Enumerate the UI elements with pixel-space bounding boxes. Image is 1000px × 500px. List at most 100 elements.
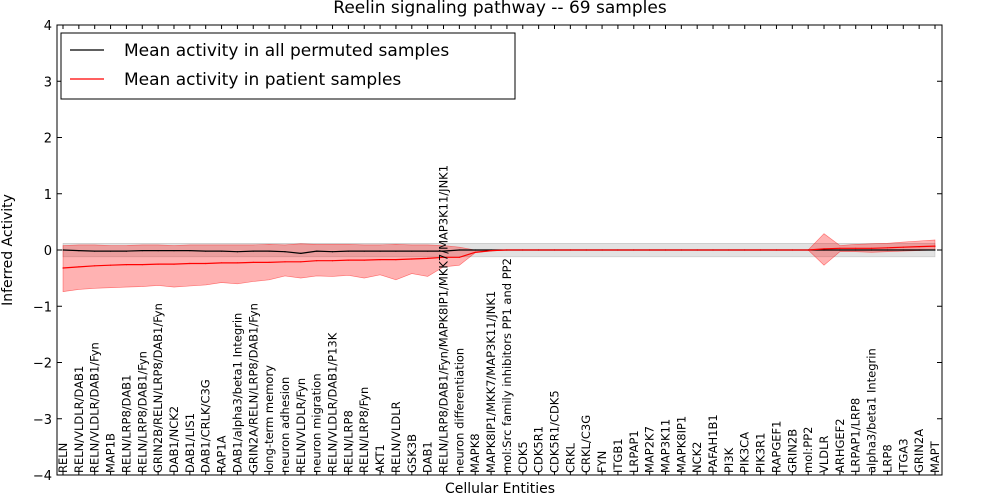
x-tick-label: LRP8 [880, 444, 894, 473]
series-0-point [379, 250, 381, 252]
x-tick-label: MAPT [928, 440, 942, 473]
series-1-point [728, 249, 730, 251]
x-tick-label: CRKL [563, 442, 577, 473]
x-tick-label: RELN/LRP8/DAB1/Fyn [135, 351, 149, 473]
series-1-point [125, 264, 127, 266]
series-1-point [791, 249, 793, 251]
x-tick-label: LRPAP1 [627, 430, 641, 473]
series-1-point [157, 263, 159, 265]
series-1-point [871, 247, 873, 249]
x-tick-label: PAFAH1B1 [706, 414, 720, 473]
x-tick-label: PI3K [722, 447, 736, 473]
series-1-point [268, 261, 270, 263]
series-1-point [886, 247, 889, 249]
series-0-point [442, 250, 445, 252]
series-0-point [363, 250, 365, 252]
series-1-point [205, 262, 207, 265]
x-tick-label: MAP3K11 [659, 419, 673, 473]
x-tick-label: RELN/VLDLR/DAB1/P13K [326, 332, 340, 473]
x-tick-label: CDK5R1/CDK5 [548, 390, 562, 473]
x-axis: RELN RELN/VLDLR/DAB1 RELN/VLDLR/DAB1/Fyn MA… [56, 25, 942, 475]
series-0-point [78, 250, 80, 252]
x-tick-label: RELN/LRP8/DAB1 [119, 375, 133, 473]
legend-label-patient: Mean activity in patient samples [124, 70, 401, 90]
series-1-point [680, 249, 682, 251]
x-tick-label: ARHGEF2 [833, 418, 847, 473]
x-tick-label: MAP1B [104, 433, 118, 473]
y-tick-label: 1 [44, 188, 52, 203]
x-tick-label: RELN/LRP8/DAB1/Fyn/MAPK8IP1/MKK7/MAP3K11… [437, 165, 451, 473]
series-1-point [427, 257, 429, 259]
x-tick-label: PIK3R1 [754, 433, 768, 474]
series-0-point [157, 250, 159, 252]
series-1-point [442, 256, 445, 258]
x-tick-label: long-term memory [262, 365, 276, 473]
y-tick-label: −1 [33, 300, 52, 315]
series-0-point [411, 250, 413, 252]
series-1-point [62, 267, 64, 269]
series-0-point [474, 249, 476, 251]
series-1-point [569, 249, 571, 251]
series-1-point [379, 259, 381, 261]
x-tick-label: GRIN2B [785, 429, 799, 473]
series-1-point [220, 262, 223, 264]
series-1-point [585, 249, 587, 251]
x-tick-label: GSK3B [405, 434, 419, 473]
x-tick-label: DAB1/NCK2 [167, 406, 181, 473]
series-1-point [189, 262, 191, 265]
series-1-point [458, 256, 460, 258]
series-1-point [331, 260, 334, 262]
chart-title: Reelin signaling pathway -- 69 samples [333, 0, 667, 18]
series-1-point [712, 249, 714, 251]
series-0-point [205, 250, 207, 252]
x-tick-label: CDK5 [516, 441, 530, 473]
x-tick-label: mol:PP2 [801, 427, 815, 474]
series-0-point [125, 250, 127, 252]
x-tick-label: RELN/LRP8/Fyn [357, 387, 371, 473]
x-tick-label: neuron differentiation [452, 348, 466, 473]
series-0-point [427, 250, 429, 252]
legend: Mean activity in all permuted samples Me… [60, 32, 516, 100]
x-tick-label: LRPAP1/LRP8 [849, 398, 863, 473]
series-1-point [934, 245, 936, 247]
series-0-point [918, 249, 920, 251]
x-tick-label: MAP2K7 [643, 426, 657, 473]
x-tick-label: DAB1/LIS1 [183, 413, 197, 473]
series-1-point [300, 261, 302, 263]
y-tick-label: −3 [33, 413, 52, 428]
series-1-point [902, 246, 904, 248]
x-axis-label: Cellular Entities [445, 481, 555, 497]
plot-area [62, 233, 936, 292]
series-0-point [886, 249, 889, 251]
x-tick-label: RELN/VLDLR/DAB1/Fyn [88, 342, 102, 473]
series-1-point [316, 260, 318, 262]
series-1-point [617, 249, 619, 251]
legend-label-permuted: Mean activity in all permuted samples [124, 41, 449, 61]
series-0-point [173, 250, 175, 252]
x-tick-label: FYN [595, 451, 609, 473]
x-tick-label: CRKL/C3G [579, 415, 593, 473]
x-tick-label: GRIN2A/RELN/LRP8/DAB1/Fyn [246, 303, 260, 473]
series-1-point [94, 265, 96, 267]
series-0-point [855, 249, 857, 251]
x-tick-label: GRIN2B/RELN/LRP8/DAB1/Fyn [151, 303, 165, 473]
series-1-point [601, 249, 603, 251]
x-tick-label: PIK3CA [738, 432, 752, 473]
series-1-point [664, 249, 667, 251]
series-0-point [902, 249, 904, 251]
series-1-point [78, 266, 80, 268]
x-tick-label: NCK2 [690, 442, 704, 474]
series-1-point [553, 249, 556, 251]
series-0-point [220, 250, 223, 252]
x-tick-label: DAB1 [421, 441, 435, 473]
x-tick-label: RELN [56, 443, 70, 473]
y-tick-label: −4 [33, 469, 52, 484]
x-tick-label: CDK5R1 [532, 426, 546, 473]
x-tick-label: RELN/VLDLR/DAB1 [72, 366, 86, 473]
series-1-point [474, 251, 476, 253]
series-1-point [141, 264, 143, 266]
series-1-point [918, 246, 920, 248]
series-0-point [62, 249, 64, 251]
series-0-point [839, 249, 841, 251]
series-1-point [110, 264, 112, 266]
